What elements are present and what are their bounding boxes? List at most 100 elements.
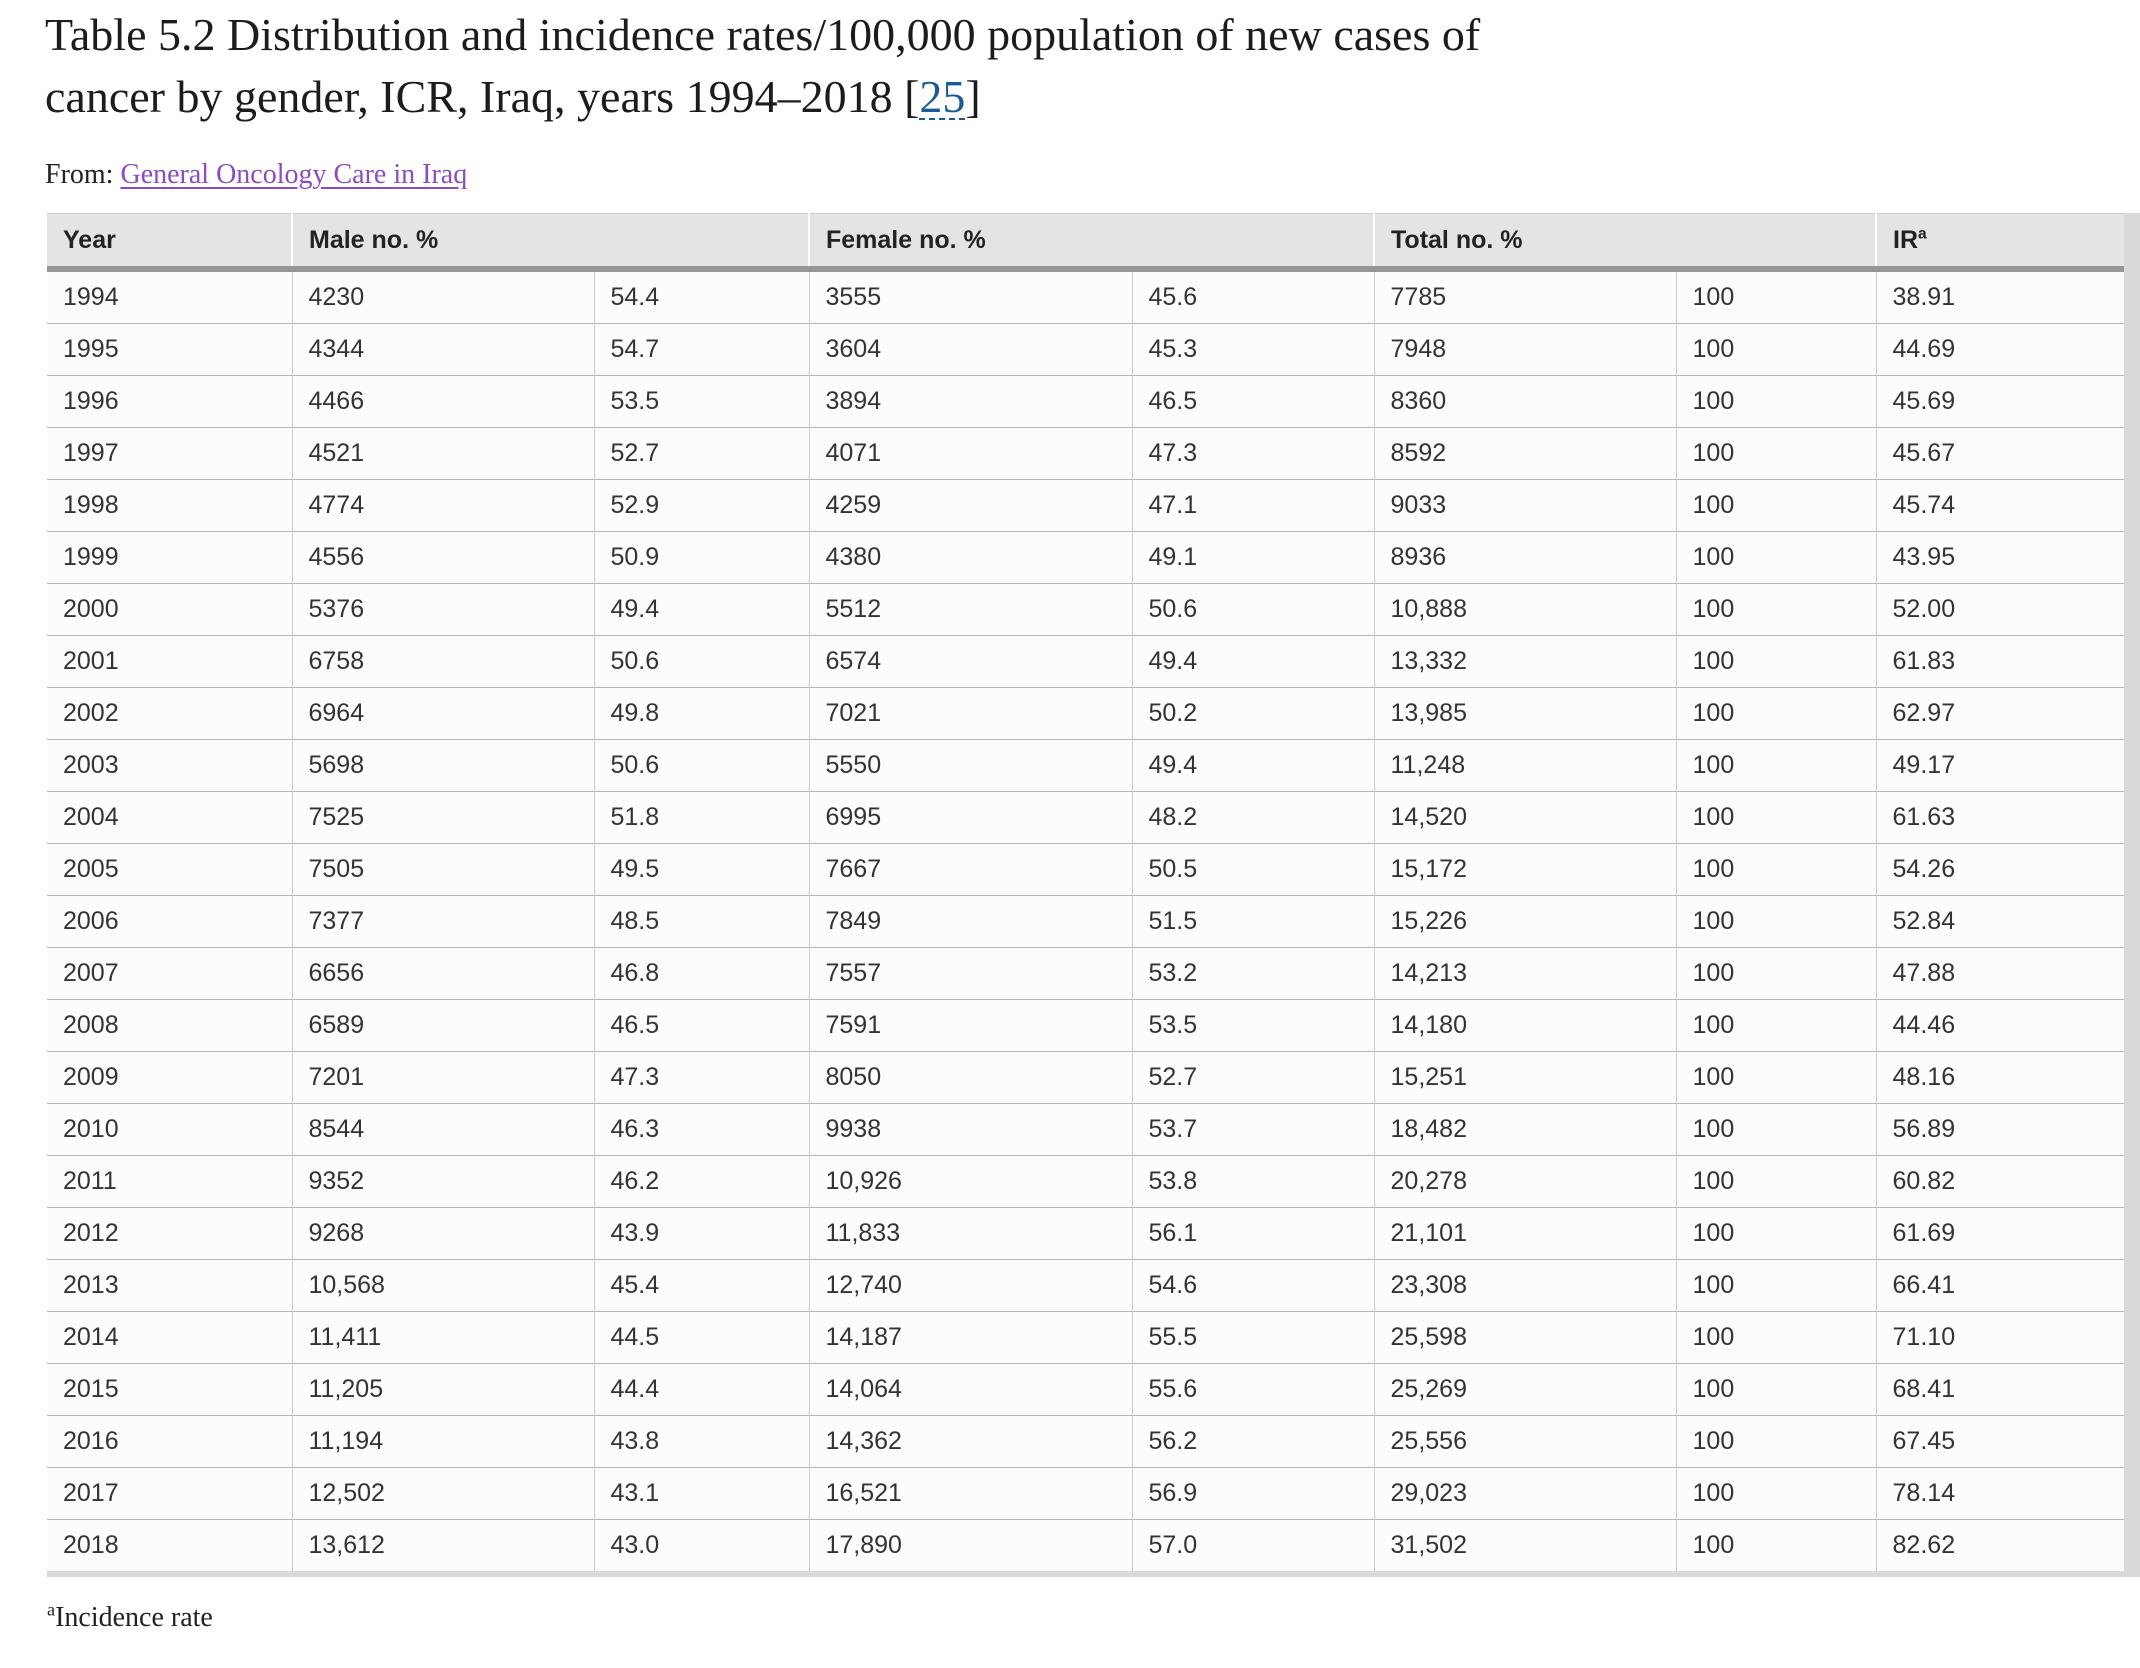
cell-male-no: 5698 — [291, 739, 594, 792]
cell-male-pct: 54.4 — [593, 269, 809, 324]
cell-female-no: 6574 — [808, 635, 1132, 688]
table-row: 2003 5698 50.6 5550 49.4 11,248 100 49.17 — [47, 739, 2125, 792]
from-line: From: General Oncology Care in Iraq — [45, 158, 2140, 192]
cell-male-no: 6964 — [291, 687, 594, 740]
table-row: 2013 10,568 45.4 12,740 54.6 23,308 100 66.41 — [47, 1259, 2125, 1312]
cell-female-pct: 53.2 — [1131, 947, 1375, 1000]
cell-male-pct: 44.4 — [593, 1363, 809, 1416]
cell-year: 2002 — [47, 687, 292, 740]
column-header-female: Female no. % — [807, 213, 1375, 272]
cell-male-pct: 50.9 — [593, 531, 809, 584]
cell-female-pct: 46.5 — [1131, 375, 1375, 428]
cell-female-no: 5512 — [808, 583, 1132, 636]
citation-link[interactable]: 25 — [919, 71, 966, 122]
cell-female-pct: 47.3 — [1131, 427, 1375, 480]
column-header-label: IR — [1893, 225, 1919, 254]
cell-male-pct: 46.5 — [593, 999, 809, 1052]
column-header-label: Year — [63, 225, 116, 254]
cell-male-no: 4521 — [291, 427, 594, 480]
cell-female-pct: 57.0 — [1131, 1519, 1375, 1571]
cell-female-pct: 56.2 — [1131, 1415, 1375, 1468]
cell-total-pct: 100 — [1675, 1363, 1877, 1416]
cell-year: 2013 — [47, 1259, 292, 1312]
cell-female-no: 3555 — [808, 269, 1132, 324]
cell-total-no: 8936 — [1373, 531, 1677, 584]
cell-female-no: 12,740 — [808, 1259, 1132, 1312]
cell-ir: 71.10 — [1875, 1311, 2125, 1364]
table-row: 2000 5376 49.4 5512 50.6 10,888 100 52.00 — [47, 583, 2125, 636]
cell-male-pct: 43.0 — [593, 1519, 809, 1571]
cell-female-no: 10,926 — [808, 1155, 1132, 1208]
cell-year: 2011 — [47, 1155, 292, 1208]
cell-year: 2010 — [47, 1103, 292, 1156]
cell-total-pct: 100 — [1675, 895, 1877, 948]
cell-male-pct: 45.4 — [593, 1259, 809, 1312]
cell-total-pct: 100 — [1675, 947, 1877, 1000]
cell-year: 2015 — [47, 1363, 292, 1416]
cell-ir: 47.88 — [1875, 947, 2125, 1000]
cell-ir: 61.69 — [1875, 1207, 2125, 1260]
cell-total-pct: 100 — [1675, 479, 1877, 532]
cell-male-no: 9352 — [291, 1155, 594, 1208]
cell-ir: 44.69 — [1875, 323, 2125, 376]
cell-ir: 62.97 — [1875, 687, 2125, 740]
table-row: 2018 13,612 43.0 17,890 57.0 31,502 100 82.62 — [47, 1519, 2125, 1571]
cell-total-no: 31,502 — [1373, 1519, 1677, 1571]
cell-total-pct: 100 — [1675, 999, 1877, 1052]
cell-year: 2016 — [47, 1415, 292, 1468]
cell-female-pct: 45.6 — [1131, 269, 1375, 324]
table-row: 2008 6589 46.5 7591 53.5 14,180 100 44.46 — [47, 999, 2125, 1052]
table-row: 1995 4344 54.7 3604 45.3 7948 100 44.69 — [47, 323, 2125, 376]
cell-total-pct: 100 — [1675, 1051, 1877, 1104]
source-link[interactable]: General Oncology Care in Iraq — [120, 159, 468, 190]
table-row: 2015 11,205 44.4 14,064 55.6 25,269 100 68.41 — [47, 1363, 2125, 1416]
table-row: 1996 4466 53.5 3894 46.5 8360 100 45.69 — [47, 375, 2125, 428]
cancer-incidence-table: Year Male no. % Female no. % Total no. % IRa… — [47, 213, 2125, 1571]
cell-female-no: 6995 — [808, 791, 1132, 844]
cell-female-no: 4259 — [808, 479, 1132, 532]
cell-total-no: 21,101 — [1373, 1207, 1677, 1260]
cell-total-pct: 100 — [1675, 1155, 1877, 1208]
cell-male-no: 7201 — [291, 1051, 594, 1104]
cell-male-no: 6656 — [291, 947, 594, 1000]
cell-female-no: 7667 — [808, 843, 1132, 896]
footnote: aIncidence rate — [47, 1601, 2140, 1635]
cell-ir: 54.26 — [1875, 843, 2125, 896]
cell-female-pct: 52.7 — [1131, 1051, 1375, 1104]
from-label: From: — [45, 159, 121, 190]
cell-ir: 44.46 — [1875, 999, 2125, 1052]
cell-year: 1996 — [47, 375, 292, 428]
cell-female-no: 5550 — [808, 739, 1132, 792]
cell-total-pct: 100 — [1675, 843, 1877, 896]
cell-male-no: 10,568 — [291, 1259, 594, 1312]
cell-total-no: 25,269 — [1373, 1363, 1677, 1416]
cell-male-no: 12,502 — [291, 1467, 594, 1520]
cell-year: 2000 — [47, 583, 292, 636]
cell-male-no: 7377 — [291, 895, 594, 948]
cell-male-pct: 49.5 — [593, 843, 809, 896]
cell-total-pct: 100 — [1675, 427, 1877, 480]
cell-male-no: 11,194 — [291, 1415, 594, 1468]
cell-total-pct: 100 — [1675, 531, 1877, 584]
table-row: 2012 9268 43.9 11,833 56.1 21,101 100 61.69 — [47, 1207, 2125, 1260]
cell-female-pct: 53.8 — [1131, 1155, 1375, 1208]
table-row: 1997 4521 52.7 4071 47.3 8592 100 45.67 — [47, 427, 2125, 480]
cell-year: 2004 — [47, 791, 292, 844]
cell-male-pct: 46.8 — [593, 947, 809, 1000]
cell-female-no: 9938 — [808, 1103, 1132, 1156]
cell-year: 1997 — [47, 427, 292, 480]
table-row: 1998 4774 52.9 4259 47.1 9033 100 45.74 — [47, 479, 2125, 532]
cell-year: 1999 — [47, 531, 292, 584]
cell-year: 1995 — [47, 323, 292, 376]
cell-female-pct: 53.5 — [1131, 999, 1375, 1052]
cell-male-pct: 46.2 — [593, 1155, 809, 1208]
cell-male-pct: 50.6 — [593, 739, 809, 792]
title-line-2: cancer by gender, ICR, Iraq, years 1994–… — [45, 66, 2110, 128]
footnote-superscript: a — [47, 1599, 56, 1620]
cell-ir: 45.67 — [1875, 427, 2125, 480]
cell-ir: 52.84 — [1875, 895, 2125, 948]
column-header-label: Male no. % — [309, 225, 439, 254]
cell-female-no: 3894 — [808, 375, 1132, 428]
cell-total-pct: 100 — [1675, 1103, 1877, 1156]
cell-female-pct: 45.3 — [1131, 323, 1375, 376]
